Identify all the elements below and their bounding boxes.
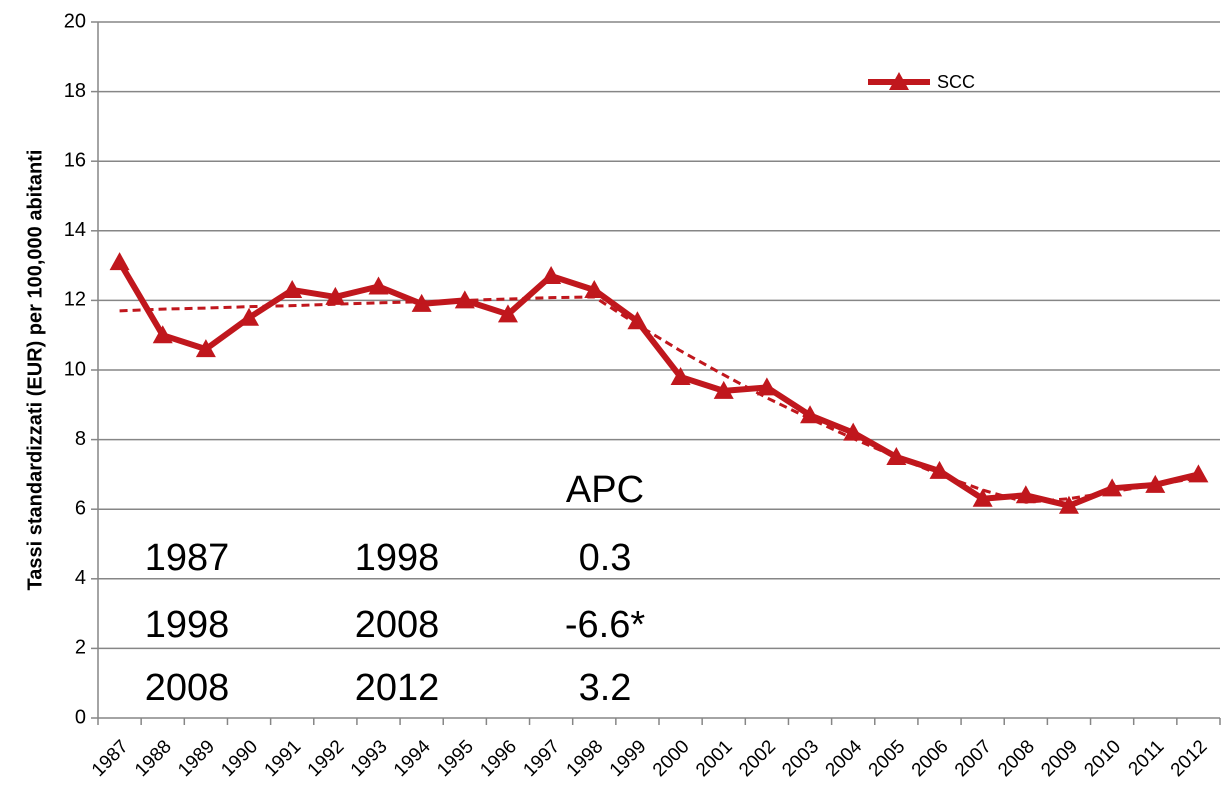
y-tick-label: 12 <box>64 289 86 311</box>
y-tick-label: 2 <box>75 637 86 659</box>
y-tick-label: 18 <box>64 80 86 102</box>
apc-cell: 1998 <box>355 537 440 579</box>
y-tick-label: 6 <box>75 497 86 519</box>
x-tick-label: 2000 <box>649 736 694 781</box>
apc-cell: 2012 <box>355 667 440 709</box>
apc-cell: 1987 <box>145 537 230 579</box>
trend-line <box>119 295 1199 504</box>
legend-label: SCC <box>937 72 975 92</box>
y-tick-label: 4 <box>75 567 86 589</box>
x-tick-label: 1999 <box>606 736 651 781</box>
apc-cell: 0.3 <box>579 537 632 579</box>
x-tick-label: 1994 <box>390 736 435 781</box>
x-tick-label: 1991 <box>261 736 306 781</box>
marker <box>541 266 562 285</box>
marker <box>972 488 993 507</box>
y-axis-label: Tassi standardizzati (EUR) per 100,000 a… <box>24 150 46 591</box>
x-tick-label: 1995 <box>433 736 478 781</box>
marker <box>756 377 777 396</box>
marker <box>800 405 821 424</box>
y-tick-label: 10 <box>64 358 86 380</box>
apc-cell: 1998 <box>145 604 230 646</box>
apc-header: APC <box>566 469 644 511</box>
marker <box>627 311 648 330</box>
marker <box>1058 495 1079 514</box>
apc-cell: 2008 <box>145 667 230 709</box>
x-tick-label: 1998 <box>563 736 608 781</box>
marker <box>843 422 864 441</box>
x-tick-label: 2008 <box>994 736 1039 781</box>
y-tick-label: 0 <box>75 706 86 728</box>
x-tick-label: 1992 <box>304 736 349 781</box>
x-tick-label: 2006 <box>908 736 953 781</box>
legend-marker <box>889 72 909 90</box>
marker <box>670 366 691 385</box>
x-tick-label: 1988 <box>131 736 176 781</box>
marker <box>929 460 950 479</box>
x-tick-label: 2009 <box>1037 736 1082 781</box>
x-tick-label: 2007 <box>951 736 996 781</box>
marker <box>239 307 260 326</box>
x-tick-label: 2012 <box>1167 736 1212 781</box>
y-tick-label: 8 <box>75 428 86 450</box>
apc-cell: -6.6* <box>565 604 645 646</box>
marker <box>109 252 130 271</box>
marker <box>584 279 605 298</box>
x-tick-label: 2010 <box>1080 736 1125 781</box>
x-tick-label: 1989 <box>174 736 219 781</box>
marker <box>325 286 346 305</box>
x-tick-label: 1990 <box>217 736 262 781</box>
y-tick-label: 20 <box>64 10 86 32</box>
marker <box>713 380 734 399</box>
x-tick-label: 2011 <box>1125 736 1169 780</box>
marker <box>497 304 518 323</box>
x-tick-label: 1993 <box>347 736 392 781</box>
line <box>116 260 1200 509</box>
marker <box>282 279 303 298</box>
marker <box>195 339 216 358</box>
apc-cell: 2008 <box>355 604 440 646</box>
x-tick-label: 2004 <box>822 736 867 781</box>
x-tick-label: 1987 <box>88 736 133 781</box>
x-tick-label: 2003 <box>778 736 823 781</box>
x-tick-label: 2001 <box>692 736 737 781</box>
y-tick-label: 16 <box>64 149 86 171</box>
x-tick-label: 1997 <box>519 736 564 781</box>
marker <box>152 325 173 344</box>
y-tick-label: 14 <box>64 219 86 241</box>
apc-cell: 3.2 <box>579 667 632 709</box>
x-tick-label: 2005 <box>865 736 910 781</box>
x-tick-label: 1996 <box>476 736 521 781</box>
x-tick-label: 2002 <box>735 736 780 781</box>
marker <box>1015 485 1036 504</box>
marker <box>368 276 389 295</box>
